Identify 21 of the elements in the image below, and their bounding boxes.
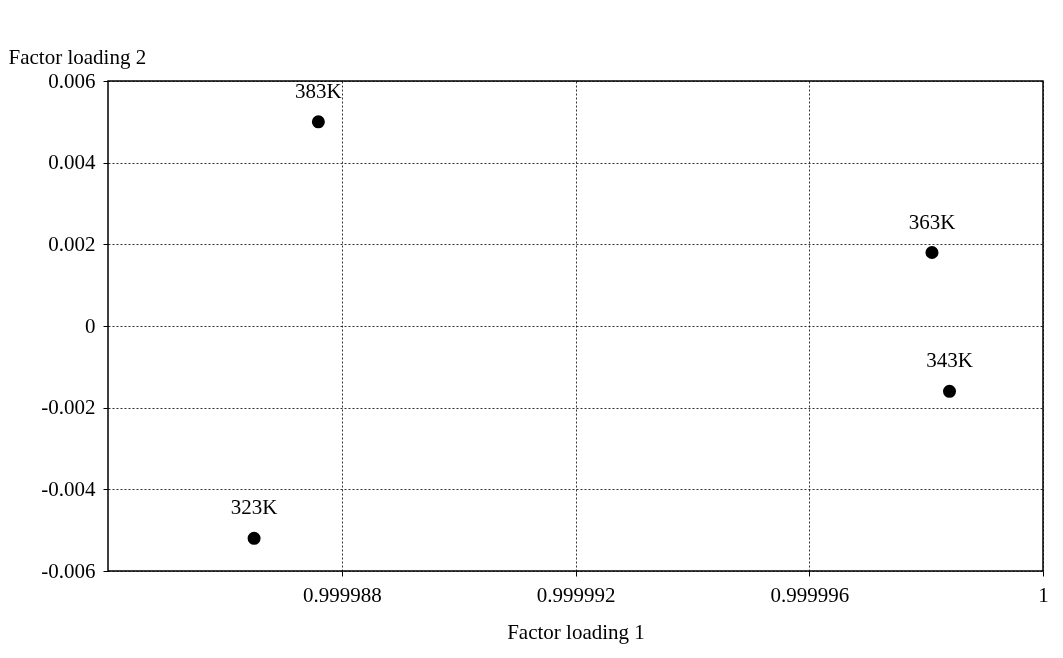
y-tick-label: -0.002 [41, 395, 96, 420]
annotation: 383K [295, 78, 342, 103]
y-tick-label: -0.006 [41, 558, 96, 583]
x-tick-label: 0.999992 [536, 582, 616, 607]
annotation: 323K [230, 495, 278, 520]
point [942, 384, 957, 398]
x-tick-label: 1 [1038, 582, 1049, 607]
y-tick-label: 0.006 [48, 68, 96, 93]
point [311, 115, 325, 129]
y-axis-title: Factor loading 2 [8, 44, 147, 69]
y-tick-label: 0.002 [48, 231, 96, 256]
y-tick-label: 0.004 [48, 150, 96, 175]
x-tick-label: 0.999988 [302, 582, 382, 607]
x-axis-title: Factor loading 1 [507, 619, 645, 644]
annotation: 343K [926, 348, 973, 373]
point [247, 531, 261, 545]
x-tick-label: 0.999996 [770, 582, 850, 607]
y-tick-label: -0.004 [41, 476, 96, 501]
annotation: 363K [908, 209, 956, 234]
point [925, 245, 939, 260]
y-tick-label: 0 [85, 313, 96, 338]
